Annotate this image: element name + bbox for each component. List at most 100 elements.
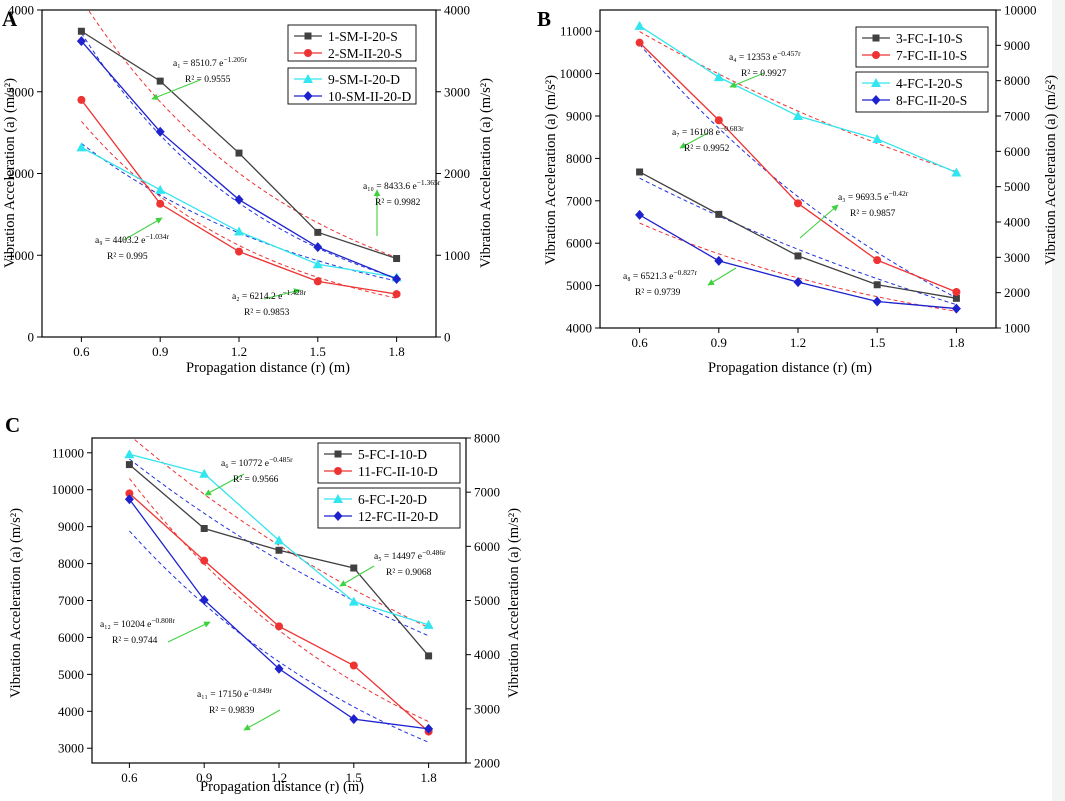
panel-b-point-7-FC-II-10-S-3: [873, 256, 882, 265]
panel-c-y-left-tick-label: 4000: [58, 704, 84, 719]
page-edge-strip: [1052, 0, 1065, 801]
panel-c-label: C: [5, 413, 20, 437]
panel-c-point-12-FC-II-20-D-2: [274, 663, 284, 674]
panel-b-x-tick-label: 0.9: [711, 335, 727, 350]
panel-b-point-4-FC-I-20-S-2: [793, 111, 803, 120]
panel-c-point-5-FC-I-10-D-4: [425, 652, 433, 660]
panel-b-fit-equation-main: a₃ = 9693.5 e: [838, 193, 888, 203]
panel-b-fit-equation-exponent: −0.827r: [673, 268, 697, 277]
panel-c-x-tick-label: 1.5: [346, 770, 362, 785]
panel-b-fit-equation-exponent: −0.683r: [720, 124, 744, 133]
panel-a-x-axis-label: Propagation distance (r) (m): [186, 360, 350, 376]
panel-c-y-left-tick-label: 5000: [58, 667, 84, 682]
panel-c-y-left-tick-label: 9000: [58, 519, 84, 534]
panel-b-legend-entry-7-FC-II-10-S: 7-FC-II-10-S: [896, 48, 967, 63]
panel-c-fit-equation-12-FC-II-20-D: a₁₂ = 10204 e−0.808r: [100, 616, 175, 630]
panel-c-fit-equation-main: a₁₂ = 10204 e: [100, 620, 151, 630]
panel-c-y-right-axis-label: Vibration Acceleration (a) (m/s²): [506, 508, 522, 698]
panel-a-fit-equation-main: a₁₀ = 8433.6 e: [363, 182, 417, 192]
panel-a-annotation-arrow-1-SM-I-20-S: [151, 79, 201, 100]
panel-b-fit-equation-exponent: −0.42r: [888, 189, 908, 198]
panel-c-fit-equation-main: a₁₁ = 17150 e: [197, 690, 248, 700]
panel-b-y-left-tick-label: 8000: [566, 151, 592, 166]
panel-b-point-3-FC-I-10-S-1: [715, 210, 723, 218]
panel-a-y-right-tick-label: 0: [444, 330, 451, 345]
panel-b-y-left-tick-label: 9000: [566, 109, 592, 124]
panel-c-annotation-arrow-5-FC-I-10-D: [339, 565, 375, 587]
panel-a-point-2-SM-II-20-S-0: [77, 95, 86, 104]
panel-b-y-right-tick-label: 8000: [1004, 73, 1030, 88]
panel-b-fit-equation-7-FC-II-10-S: a₇ = 16108 e−0.683r: [672, 124, 744, 138]
panel-b-fit-equation-main: a₄ = 12353 e: [729, 53, 777, 63]
panel-a-legend-entry-2-SM-II-20-S: 2-SM-II-20-S: [328, 46, 402, 61]
panel-c-point-12-FC-II-20-D-3: [349, 714, 359, 725]
panel-b-y-right-tick-label: 7000: [1004, 109, 1030, 124]
panel-b-series-line-8-FC-II-20-S: [639, 214, 957, 310]
panel-c-point-12-FC-II-20-D-4: [424, 723, 434, 734]
panel-a-fit-r2-2-SM-II-20-S: R² = 0.9853: [244, 308, 290, 318]
panel-b-point-7-FC-II-10-S-2: [794, 199, 802, 208]
panel-a-y-left-tick-label: 4000: [8, 3, 34, 18]
panel-a-fit-equation-main: a₂ = 6214.2 e: [232, 292, 282, 302]
panel-b-fit-r2-4-FC-I-20-S: R² = 0.9927: [741, 69, 787, 79]
panel-a-x-tick-label: 1.8: [388, 344, 404, 359]
panel-b-y-right-axis-label: Vibration Acceleration (a) (m/s²): [1043, 75, 1059, 265]
panel-b-fit-equation-main: a₇ = 16108 e: [672, 128, 720, 138]
panel-b-label: B: [537, 7, 551, 31]
panel-b-annotation-arrow-4-FC-I-20-S: [729, 72, 765, 88]
panel-c-fit-r2-12-FC-II-20-D: R² = 0.9744: [112, 636, 158, 646]
panel-a-fit-equation-exponent: −1.365r: [417, 178, 441, 187]
panel-a-fit-equation-main: a₁ = 8510.7 e: [173, 59, 223, 69]
panel-a-point-10-SM-II-20-D-0: [76, 36, 86, 47]
panel-c-y-left-tick-label: 11000: [52, 445, 84, 460]
panel-a-legend-marker-10-SM-II-20-D: [303, 91, 313, 101]
panel-b-point-4-FC-I-20-S-1: [713, 72, 724, 82]
panel-c-point-5-FC-I-10-D-0: [125, 461, 133, 469]
panel-c-x-tick-label: 0.9: [196, 770, 212, 785]
panel-b-legend-box-0: [855, 26, 989, 68]
panel-b-y-right-tick-label: 4000: [1004, 215, 1030, 230]
panel-c-x-axis-label: Propagation distance (r) (m): [200, 779, 364, 795]
panel-b: B 0.6 0.9 1.2 1.5 1.8 Propagation distance (r)…: [537, 3, 1059, 377]
panel-a-y-right-tick-label: 2000: [444, 166, 470, 181]
panel-c-y-left-tick-label: 3000: [58, 741, 84, 756]
panel-b-point-8-FC-II-20-S-0: [635, 209, 645, 220]
panel-a-y-right-tick-label: 4000: [444, 3, 470, 18]
panel-a-x-tick-label: 0.6: [73, 344, 90, 359]
panel-a-legend-marker-9-SM-I-20-D: [303, 74, 313, 83]
panel-a-legend-box-1: [287, 67, 417, 105]
panel-a-fit-equation-9-SM-I-20-D: a₉ = 4403.2 e−1.034r: [95, 232, 169, 246]
panel-c-fit-equation-6-FC-I-20-D: a₆ = 10772 e−0.485r: [221, 455, 293, 469]
panel-a-fit-r2-1-SM-I-20-S: R² = 0.9555: [185, 75, 231, 85]
panel-b-legend-box-1: [855, 71, 989, 113]
panel-b-y-left-tick-label: 4000: [566, 321, 592, 336]
panel-a-fit-curve-1: [81, 121, 397, 299]
panel-a-legend-marker-2-SM-II-20-S: [304, 49, 312, 57]
panel-a-x-tick-label: 1.5: [310, 344, 326, 359]
panel-a-legend-entry-9-SM-I-20-D: 9-SM-I-20-D: [328, 72, 400, 87]
panel-c-y-left-tick-label: 10000: [52, 482, 85, 497]
panel-b-y-right-tick-label: 1000: [1004, 321, 1030, 336]
panel-a-point-1-SM-I-20-S-3: [314, 228, 322, 236]
panel-b-fit-r2-7-FC-II-10-S: R² = 0.9952: [684, 144, 730, 154]
panel-c-fit-equation-exponent: −0.849r: [248, 686, 272, 695]
panel-a-point-1-SM-I-20-S-0: [77, 27, 85, 35]
panel-c-point-12-FC-II-20-D-1: [199, 594, 209, 605]
panel-c-point-11-FC-II-10-D-3: [349, 661, 358, 670]
panel-a-fit-r2-9-SM-I-20-D: R² = 0.995: [107, 252, 148, 262]
panel-b-point-4-FC-I-20-S-3: [872, 133, 883, 143]
panel-b-y-left-tick-label: 7000: [566, 193, 592, 208]
panel-c-point-6-FC-I-20-D-3: [348, 596, 359, 606]
panel-c: C 0.6 0.9 1.2 1.5 1.8 Propagation distance (r)…: [5, 413, 522, 795]
panel-b-point-8-FC-II-20-S-4: [951, 303, 961, 314]
panel-b-point-8-FC-II-20-S-1: [714, 255, 724, 266]
panel-c-y-left-tick-label: 8000: [58, 556, 84, 571]
panel-c-point-5-FC-I-10-D-3: [350, 564, 358, 572]
panel-c-legend-box-1: [317, 487, 461, 529]
panel-b-point-3-FC-I-10-S-0: [636, 168, 644, 176]
panel-b-point-3-FC-I-10-S-3: [873, 281, 881, 289]
panel-a-label: A: [2, 7, 18, 31]
panel-b-fit-equation-4-FC-I-20-S: a₄ = 12353 e−0.457r: [729, 49, 801, 63]
panel-a-series-line-1-SM-I-20-S: [81, 30, 397, 260]
